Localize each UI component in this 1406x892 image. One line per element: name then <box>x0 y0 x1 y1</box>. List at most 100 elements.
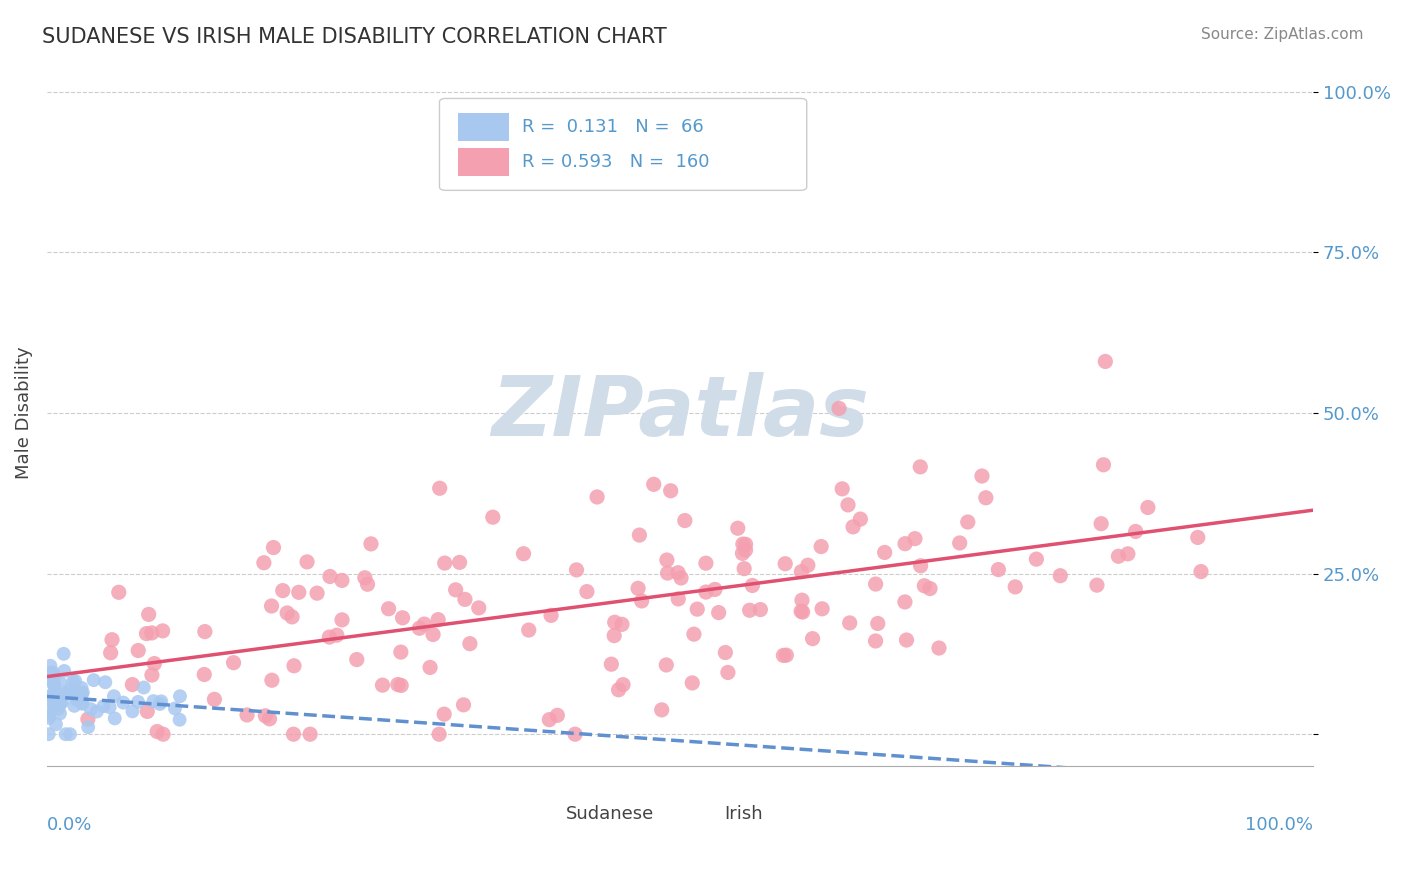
Irish <box>987 563 1010 577</box>
Sudanese <box>83 673 105 687</box>
Irish <box>107 585 129 599</box>
Sudanese <box>103 689 125 703</box>
Irish <box>254 708 277 723</box>
Irish <box>236 708 259 723</box>
Irish <box>970 469 993 483</box>
Bar <box>686 802 718 826</box>
Sudanese <box>63 673 86 688</box>
Sudanese <box>77 720 100 734</box>
Irish <box>444 582 467 597</box>
Irish <box>326 628 349 642</box>
Irish <box>673 514 696 528</box>
Sudanese <box>46 702 69 716</box>
Irish <box>772 648 794 663</box>
Sudanese <box>58 687 80 701</box>
Sudanese <box>65 687 87 701</box>
Sudanese <box>127 695 149 709</box>
Irish <box>283 727 305 741</box>
Sudanese <box>37 708 59 723</box>
Irish <box>138 607 160 622</box>
Sudanese <box>38 727 60 741</box>
Irish <box>801 632 824 646</box>
Irish <box>910 459 932 474</box>
Text: Source: ZipAtlas.com: Source: ZipAtlas.com <box>1201 27 1364 42</box>
Irish <box>295 555 318 569</box>
Sudanese <box>39 689 62 703</box>
Sudanese <box>70 681 93 695</box>
Irish <box>152 727 174 741</box>
Irish <box>586 490 609 504</box>
Irish <box>222 656 245 670</box>
Irish <box>731 546 754 560</box>
Irish <box>695 585 717 599</box>
Irish <box>152 624 174 638</box>
Irish <box>307 586 329 600</box>
Irish <box>734 543 756 558</box>
Irish <box>360 537 382 551</box>
Irish <box>262 541 284 555</box>
Sudanese <box>53 664 76 678</box>
Irish <box>389 645 412 659</box>
Irish <box>828 401 851 416</box>
Sudanese <box>132 681 155 695</box>
Sudanese <box>42 688 65 702</box>
Sudanese <box>112 696 135 710</box>
Irish <box>512 547 534 561</box>
Irish <box>449 555 471 569</box>
Irish <box>387 677 409 691</box>
Irish <box>1025 552 1047 566</box>
Irish <box>468 600 491 615</box>
Sudanese <box>49 706 72 721</box>
Irish <box>896 633 918 648</box>
Irish <box>135 626 157 640</box>
Irish <box>910 558 932 573</box>
Sudanese <box>104 711 127 725</box>
Irish <box>371 678 394 692</box>
Sudanese <box>62 674 84 689</box>
Irish <box>627 582 650 596</box>
Sudanese <box>44 698 66 713</box>
Irish <box>630 594 652 608</box>
Irish <box>651 703 673 717</box>
Sudanese <box>150 694 173 708</box>
Sudanese <box>70 696 93 710</box>
Irish <box>253 556 276 570</box>
Irish <box>121 677 143 691</box>
Irish <box>330 613 353 627</box>
Text: SUDANESE VS IRISH MALE DISABILITY CORRELATION CHART: SUDANESE VS IRISH MALE DISABILITY CORREL… <box>42 27 666 46</box>
Irish <box>703 582 725 597</box>
Sudanese <box>49 695 72 709</box>
Sudanese <box>53 688 76 702</box>
Sudanese <box>48 695 70 709</box>
Sudanese <box>44 668 66 682</box>
Irish <box>458 637 481 651</box>
Sudanese <box>59 727 82 741</box>
Irish <box>377 601 399 615</box>
Irish <box>734 537 756 551</box>
Irish <box>659 483 682 498</box>
Irish <box>517 623 540 637</box>
Irish <box>707 606 730 620</box>
Irish <box>1085 578 1108 592</box>
Irish <box>1136 500 1159 515</box>
Irish <box>790 565 813 579</box>
Irish <box>837 498 859 512</box>
Irish <box>1125 524 1147 539</box>
Sudanese <box>44 693 66 707</box>
Irish <box>353 571 375 585</box>
Irish <box>918 582 941 596</box>
Sudanese <box>63 698 86 713</box>
Irish <box>912 579 935 593</box>
Sudanese <box>38 690 60 704</box>
Irish <box>330 574 353 588</box>
Irish <box>1094 354 1116 368</box>
Irish <box>299 727 322 741</box>
Text: Irish: Irish <box>724 805 763 823</box>
Irish <box>565 563 588 577</box>
Sudanese <box>49 676 72 690</box>
Irish <box>741 578 763 592</box>
Sudanese <box>48 698 70 712</box>
Irish <box>1187 530 1209 544</box>
FancyBboxPatch shape <box>440 98 807 190</box>
Sudanese <box>169 713 191 727</box>
